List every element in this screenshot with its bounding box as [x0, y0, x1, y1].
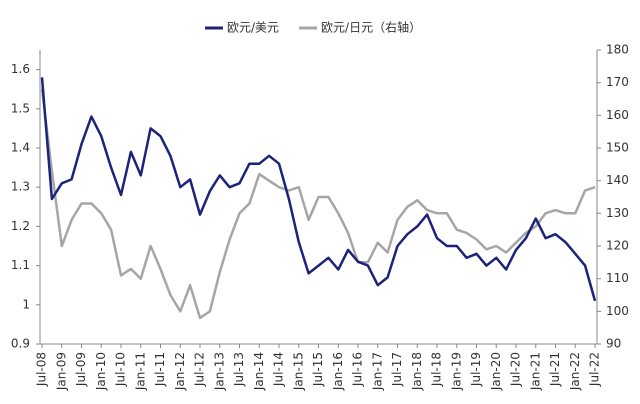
- y-tick-label: 0.9: [11, 337, 30, 351]
- y-tick-label: 1.1: [11, 258, 30, 272]
- x-tick-label: Jul-13: [232, 352, 246, 387]
- y2-tick-label: 180: [606, 43, 629, 57]
- x-tick-label: Jan-13: [212, 352, 226, 391]
- x-tick-label: Jul-08: [35, 352, 49, 387]
- x-tick-label: Jul-22: [588, 352, 602, 387]
- y2-tick-label: 120: [606, 239, 629, 253]
- x-tick-label: Jan-16: [331, 352, 345, 391]
- x-tick-label: Jul-09: [74, 352, 88, 387]
- x-tick-label: Jan-22: [568, 352, 582, 391]
- x-tick-label: Jul-20: [509, 352, 523, 387]
- x-tick-label: Jan-20: [489, 352, 503, 391]
- y-tick-label: 1.3: [11, 180, 30, 194]
- x-tick-label: Jan-17: [370, 352, 384, 391]
- x-tick-label: Jul-15: [311, 352, 325, 387]
- y2-tick-label: 160: [606, 108, 629, 122]
- x-tick-label: Jan-12: [173, 352, 187, 391]
- y2-tick-label: 110: [606, 271, 629, 285]
- x-tick-label: Jan-18: [410, 352, 424, 391]
- y2-tick-label: 140: [606, 173, 629, 187]
- series-line: [40, 77, 597, 302]
- x-tick-label: Jan-09: [54, 352, 68, 391]
- y2-tick-label: 150: [606, 141, 629, 155]
- y2-tick-label: 170: [606, 75, 629, 89]
- legend-label: 欧元/日元（右轴）: [321, 20, 421, 35]
- x-tick-label: Jan-15: [291, 352, 305, 391]
- x-tick-label: Jul-19: [469, 352, 483, 387]
- x-tick-label: Jul-21: [548, 352, 562, 387]
- x-tick-label: Jul-17: [390, 352, 404, 387]
- y2-tick-label: 130: [606, 206, 629, 220]
- x-tick-label: Jul-16: [351, 352, 365, 387]
- x-tick-label: Jul-11: [153, 352, 167, 387]
- x-tick-label: Jul-18: [430, 352, 444, 387]
- x-tick-label: Jul-10: [114, 352, 128, 387]
- x-tick-label: Jan-10: [94, 352, 108, 391]
- y-tick-label: 1.6: [11, 62, 30, 76]
- x-tick-label: Jan-19: [449, 352, 463, 391]
- series-line: [40, 89, 596, 320]
- y2-tick-label: 100: [606, 304, 629, 318]
- x-tick-label: Jul-12: [193, 352, 207, 387]
- legend-label: 欧元/美元: [227, 21, 279, 35]
- x-tick-label: Jan-11: [133, 352, 147, 391]
- y-tick-label: 1.2: [11, 219, 30, 233]
- y2-tick-label: 90: [606, 337, 621, 351]
- x-tick-label: Jul-14: [272, 352, 286, 387]
- y-tick-label: 1.4: [11, 141, 30, 155]
- y-tick-label: 1: [22, 297, 30, 311]
- y-tick-label: 1.5: [11, 101, 30, 115]
- x-tick-label: Jan-21: [528, 352, 542, 391]
- x-tick-label: Jan-14: [252, 352, 266, 391]
